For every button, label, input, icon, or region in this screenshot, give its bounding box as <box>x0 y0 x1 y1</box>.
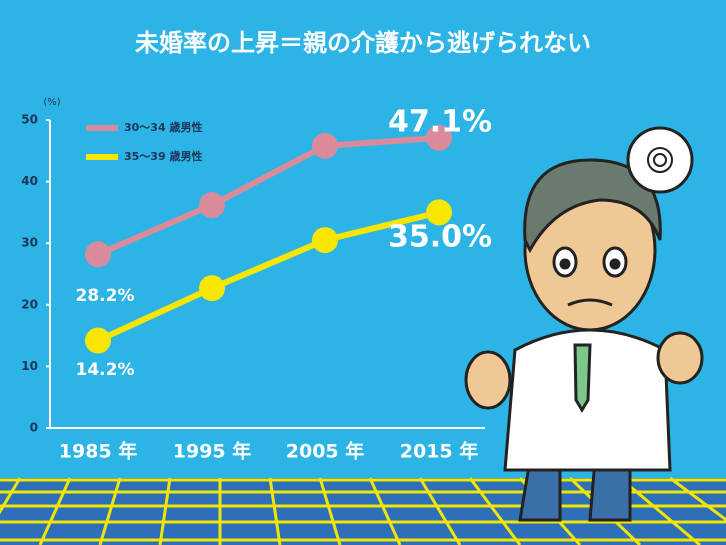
legend-label: 35～39 歳男性 <box>124 149 202 163</box>
value-label: 47.1% <box>388 105 492 140</box>
data-point <box>312 227 338 254</box>
doctor-illustration <box>464 126 704 522</box>
value-label: 35.0% <box>388 220 492 255</box>
legend-label: 30～34 歳男性 <box>124 120 202 134</box>
y-tick-label: 40 <box>21 174 38 188</box>
x-tick-label: 1995 年 <box>173 440 252 463</box>
y-tick-label: 20 <box>21 297 38 311</box>
chart-title: 未婚率の上昇＝親の介護から逃げられない <box>135 29 591 57</box>
series-line <box>96 134 440 258</box>
y-tick-label: 50 <box>21 113 38 127</box>
data-point <box>199 275 225 302</box>
data-point <box>85 327 111 354</box>
x-tick-label: 2015 年 <box>400 440 479 463</box>
value-label: 14.2% <box>76 360 135 380</box>
data-point <box>85 241 111 268</box>
x-tick-label: 2005 年 <box>286 440 365 463</box>
data-point <box>199 192 225 219</box>
y-tick-label: 30 <box>21 236 38 250</box>
data-point <box>426 124 452 151</box>
data-point <box>426 199 452 226</box>
series-line <box>96 209 440 344</box>
y-tick-label: 0 <box>30 421 38 435</box>
x-tick-label: 1985 年 <box>59 440 138 463</box>
y-axis-unit: (%) <box>43 97 60 108</box>
data-point <box>312 132 338 159</box>
y-tick-label: 10 <box>21 359 38 373</box>
value-label: 28.2% <box>76 286 135 306</box>
